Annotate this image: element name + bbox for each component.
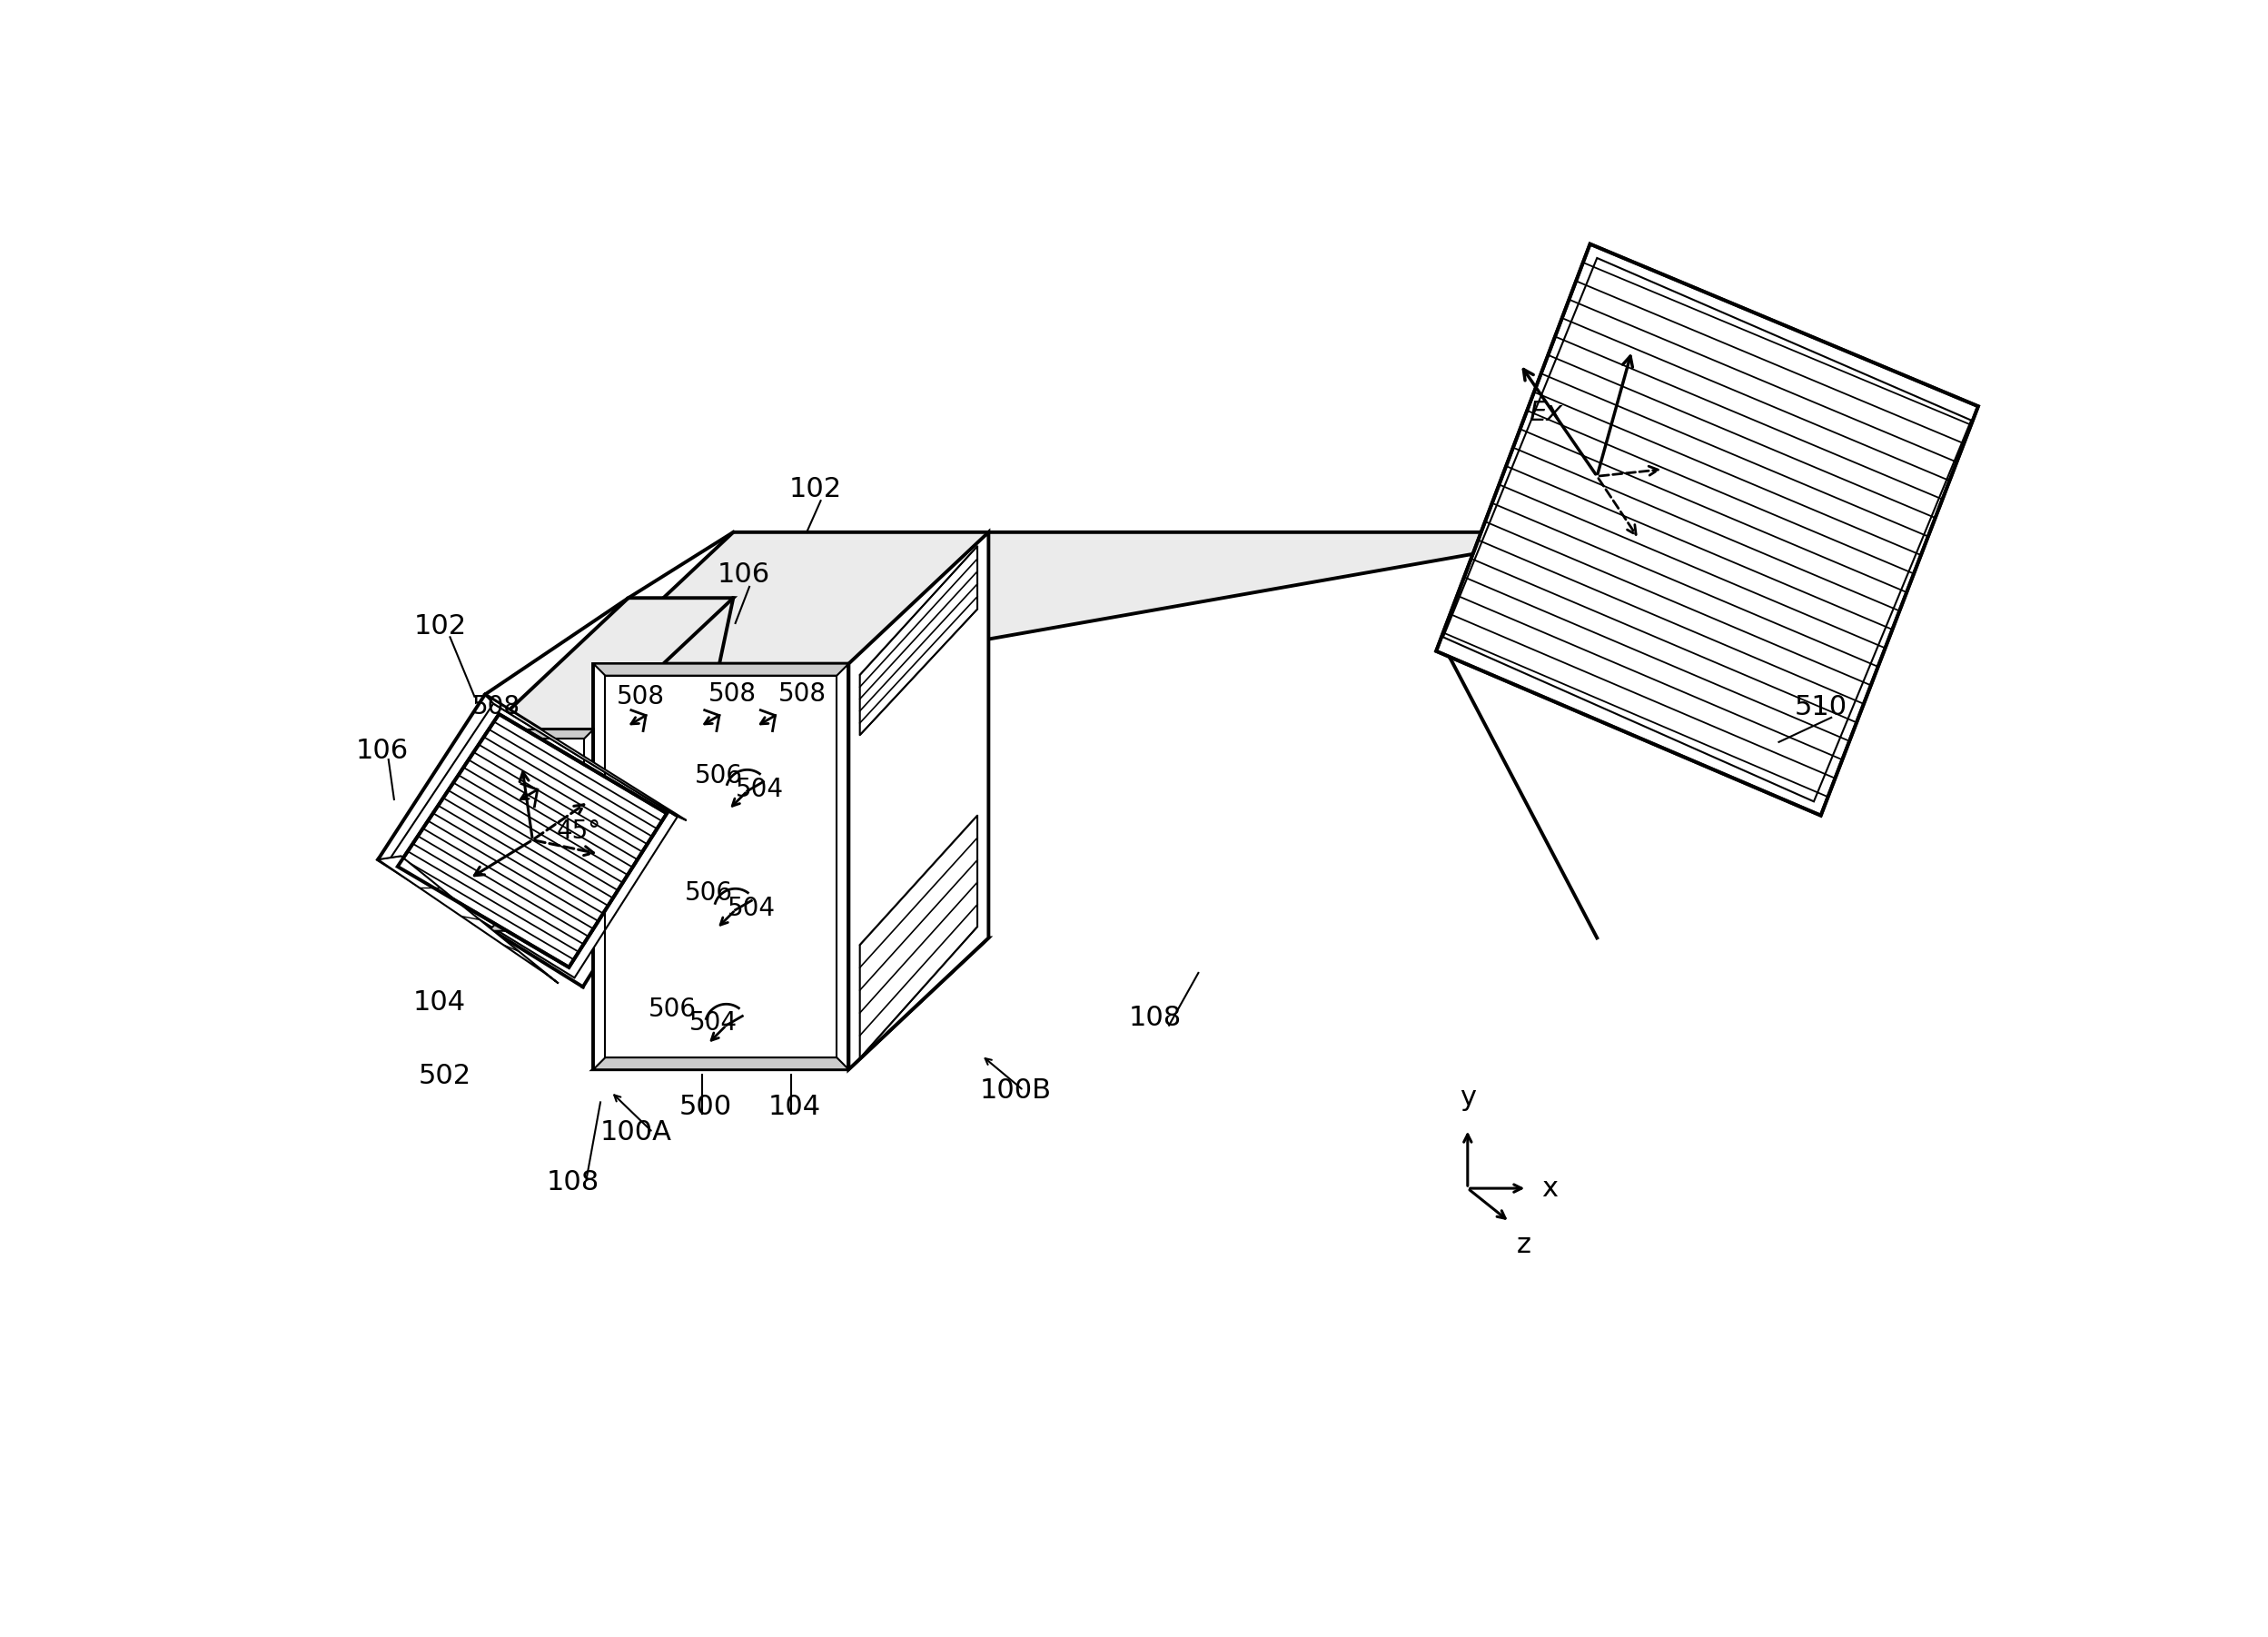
Text: 508: 508 (710, 681, 758, 707)
Text: 502: 502 (420, 1064, 472, 1090)
Text: 108: 108 (547, 1169, 599, 1197)
Text: 504: 504 (728, 895, 776, 922)
Text: y: y (1458, 1085, 1476, 1112)
Text: 508: 508 (778, 681, 828, 707)
Text: 504: 504 (689, 1010, 737, 1036)
Text: 106: 106 (717, 561, 771, 588)
Text: 102: 102 (789, 476, 841, 503)
Polygon shape (594, 663, 848, 676)
Text: z: z (1517, 1231, 1531, 1259)
Text: 508: 508 (617, 684, 665, 709)
Polygon shape (379, 856, 558, 984)
Polygon shape (594, 938, 989, 1069)
Polygon shape (379, 694, 687, 987)
Polygon shape (860, 815, 978, 1058)
Polygon shape (485, 694, 687, 820)
Text: 508: 508 (472, 694, 522, 720)
Text: 104: 104 (769, 1094, 821, 1120)
Polygon shape (488, 730, 594, 931)
Text: 506: 506 (649, 997, 696, 1021)
Text: 100A: 100A (601, 1120, 671, 1146)
Polygon shape (488, 799, 733, 931)
Text: 504: 504 (735, 778, 782, 802)
Polygon shape (488, 922, 594, 931)
Text: 104: 104 (413, 989, 465, 1015)
Text: 506: 506 (685, 881, 733, 905)
Polygon shape (594, 663, 848, 1069)
Polygon shape (397, 714, 667, 967)
Text: 506: 506 (694, 763, 744, 789)
Polygon shape (388, 704, 678, 977)
Text: 45°: 45° (556, 818, 601, 845)
Polygon shape (488, 730, 594, 738)
Text: 100B: 100B (980, 1077, 1052, 1103)
Polygon shape (488, 598, 733, 730)
Polygon shape (594, 1058, 848, 1069)
Text: 108: 108 (1129, 1005, 1182, 1031)
Polygon shape (860, 547, 978, 735)
Polygon shape (1436, 244, 1978, 815)
Text: 106: 106 (356, 737, 408, 763)
Text: x: x (1540, 1175, 1558, 1202)
Text: 500: 500 (680, 1094, 733, 1120)
Text: 510: 510 (1794, 694, 1846, 720)
Text: 102: 102 (413, 614, 467, 640)
Text: Ex: Ex (1529, 399, 1563, 427)
Polygon shape (594, 532, 1597, 663)
Polygon shape (848, 532, 989, 1069)
